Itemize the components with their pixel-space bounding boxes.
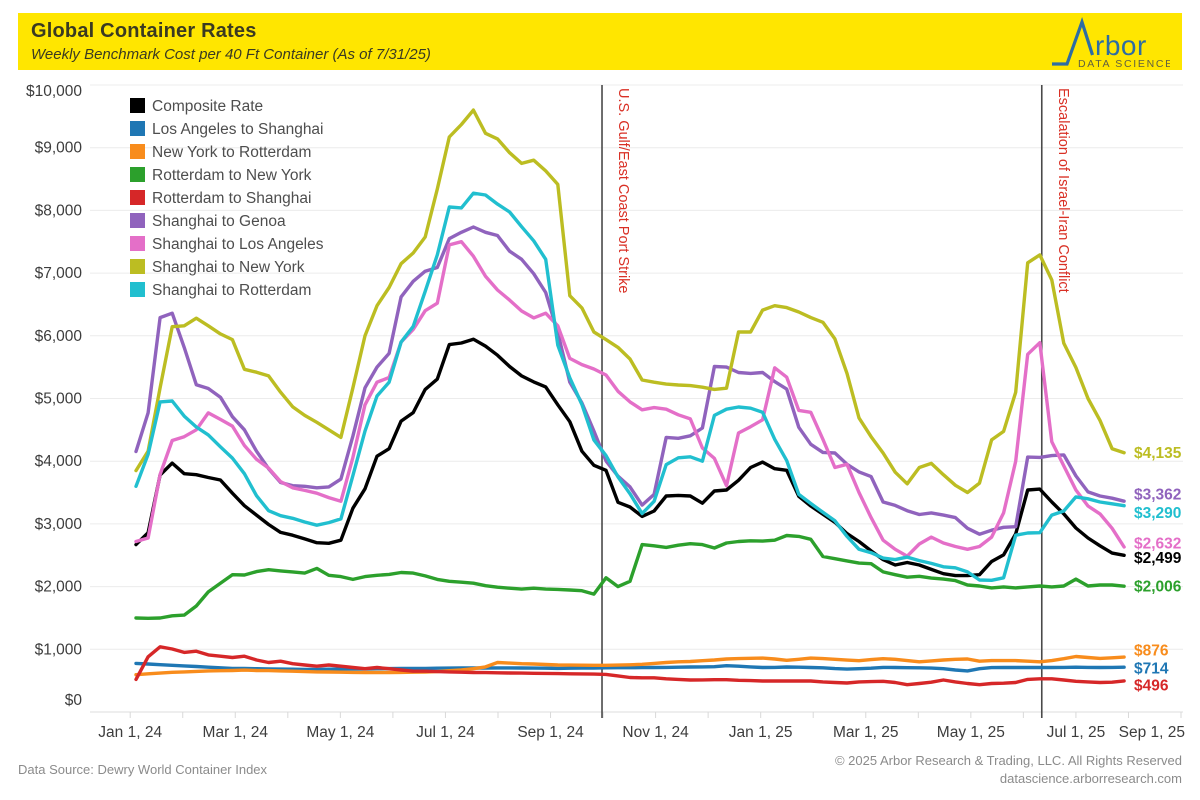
event-annotations: U.S. Gulf/East Coast Port Strike Escalati… <box>601 85 1071 718</box>
legend-label-shanghai-to-genoa[interactable]: Shanghai to Genoa <box>152 213 286 230</box>
end-label-rotterdam-to-new-york: $2,006 <box>1134 579 1182 596</box>
website-link[interactable]: datascience.arborresearch.com <box>999 771 1182 786</box>
series-line-shanghai-to-new-york[interactable] <box>134 108 1126 495</box>
legend-label-shanghai-to-los-angeles[interactable]: Shanghai to Los Angeles <box>152 236 324 253</box>
legend-swatch-composite-rate <box>130 98 145 113</box>
page-title: Global Container Rates <box>31 20 257 42</box>
x-axis-label: May 1, 25 <box>937 724 1005 741</box>
y-axis-label: $3,000 <box>35 516 83 533</box>
y-axis-label: $6,000 <box>35 328 83 345</box>
y-axis-label: $5,000 <box>35 391 83 408</box>
logo-line-icon <box>1052 16 1095 66</box>
legend-swatch-rotterdam-to-shanghai <box>130 190 145 205</box>
y-axis-label: $0 <box>65 692 83 709</box>
legend-swatch-los-angeles-to-shanghai <box>130 121 145 136</box>
series-line-composite-rate[interactable] <box>134 337 1126 578</box>
copyright-text: © 2025 Arbor Research & Trading, LLC. Al… <box>834 753 1182 768</box>
series-line-los-angeles-to-shanghai[interactable] <box>134 661 1126 673</box>
series-lines <box>134 108 1126 687</box>
legend-label-rotterdam-to-shanghai[interactable]: Rotterdam to Shanghai <box>152 190 311 207</box>
legend-swatch-shanghai-to-rotterdam <box>130 282 145 297</box>
x-axis-label: May 1, 24 <box>306 724 374 741</box>
gridlines <box>90 84 1183 650</box>
page-subtitle: Weekly Benchmark Cost per 40 Ft Containe… <box>31 46 431 63</box>
legend-label-composite-rate[interactable]: Composite Rate <box>152 98 263 115</box>
axes: $0 $1,000 $2,000 $3,000 $4,000 $5,000 $6,000 $7… <box>26 83 1185 741</box>
y-axis-label: $8,000 <box>35 202 83 219</box>
x-axis-label: Jul 1, 24 <box>416 724 475 741</box>
series-line-shanghai-to-genoa[interactable] <box>134 225 1126 536</box>
annotation-label: Escalation of Israel-Iran Conflict <box>1055 88 1071 293</box>
x-axis-label: Jan 1, 25 <box>729 724 793 741</box>
header-banner: Global Container Rates Weekly Benchmark … <box>18 13 1182 70</box>
end-label-shanghai-to-los-angeles: $2,632 <box>1134 535 1181 552</box>
x-axis-label: Sep 1, 24 <box>517 724 584 741</box>
series-line-new-york-to-rotterdam[interactable] <box>134 654 1126 677</box>
logo-tagline-text: DATA SCIENCE <box>1078 58 1170 69</box>
logo-brand-text: rbor <box>1095 30 1147 61</box>
legend-label-new-york-to-rotterdam[interactable]: New York to Rotterdam <box>152 144 311 161</box>
y-axis-label: $2,000 <box>35 579 83 596</box>
x-axis-label: Sep 1, 25 <box>1119 724 1185 741</box>
y-axis-label: $1,000 <box>35 641 83 658</box>
x-axis-label: Jul 1, 25 <box>1047 724 1106 741</box>
end-label-new-york-to-rotterdam: $876 <box>1134 643 1169 660</box>
legend-label-shanghai-to-rotterdam[interactable]: Shanghai to Rotterdam <box>152 282 311 299</box>
legend-swatch-rotterdam-to-new-york <box>130 167 145 182</box>
data-source-note: Data Source: Dewry World Container Index <box>18 762 268 777</box>
x-axis-label: Mar 1, 24 <box>203 724 269 741</box>
series-line-shanghai-to-los-angeles[interactable] <box>134 239 1126 558</box>
end-label-los-angeles-to-shanghai: $714 <box>1134 661 1169 678</box>
series-line-rotterdam-to-shanghai[interactable] <box>134 645 1126 687</box>
end-label-composite-rate: $2,499 <box>1134 550 1182 567</box>
series-line-shanghai-to-rotterdam[interactable] <box>134 191 1126 582</box>
legend-label-shanghai-to-new-york[interactable]: Shanghai to New York <box>152 259 305 276</box>
legend-label-rotterdam-to-new-york[interactable]: Rotterdam to New York <box>152 167 312 184</box>
y-axis-label: $7,000 <box>35 265 83 282</box>
end-label-shanghai-to-genoa: $3,362 <box>1134 487 1181 504</box>
arbor-logo: rbor DATA SCIENCE <box>1052 16 1170 69</box>
legend-swatch-shanghai-to-new-york <box>130 259 145 274</box>
x-axis-label: Nov 1, 24 <box>622 724 689 741</box>
y-axis-label: $9,000 <box>35 140 83 157</box>
end-label-shanghai-to-rotterdam: $3,290 <box>1134 505 1181 522</box>
series-line-rotterdam-to-new-york[interactable] <box>134 533 1126 620</box>
x-axis-label: Jan 1, 24 <box>98 724 162 741</box>
legend-label-los-angeles-to-shanghai[interactable]: Los Angeles to Shanghai <box>152 121 324 138</box>
end-label-rotterdam-to-shanghai: $496 <box>1134 677 1169 694</box>
annotation-label: U.S. Gulf/East Coast Port Strike <box>615 88 631 294</box>
legend-swatch-shanghai-to-genoa <box>130 213 145 228</box>
footer-credits: © 2025 Arbor Research & Trading, LLC. Al… <box>835 752 1182 788</box>
y-axis-label: $4,000 <box>35 453 83 470</box>
legend: Composite Rate Los Angeles to Shanghai New… <box>130 98 324 299</box>
legend-swatch-new-york-to-rotterdam <box>130 144 145 159</box>
y-axis-label: $10,000 <box>26 83 82 100</box>
series-end-labels: $4,135 $3,362$3,290 $2,632$2,499 $2,006 $876… <box>1134 445 1182 694</box>
legend-swatch-shanghai-to-los-angeles <box>130 236 145 251</box>
end-label-shanghai-to-new-york: $4,135 <box>1134 445 1182 462</box>
x-axis-label: Mar 1, 25 <box>833 724 898 741</box>
